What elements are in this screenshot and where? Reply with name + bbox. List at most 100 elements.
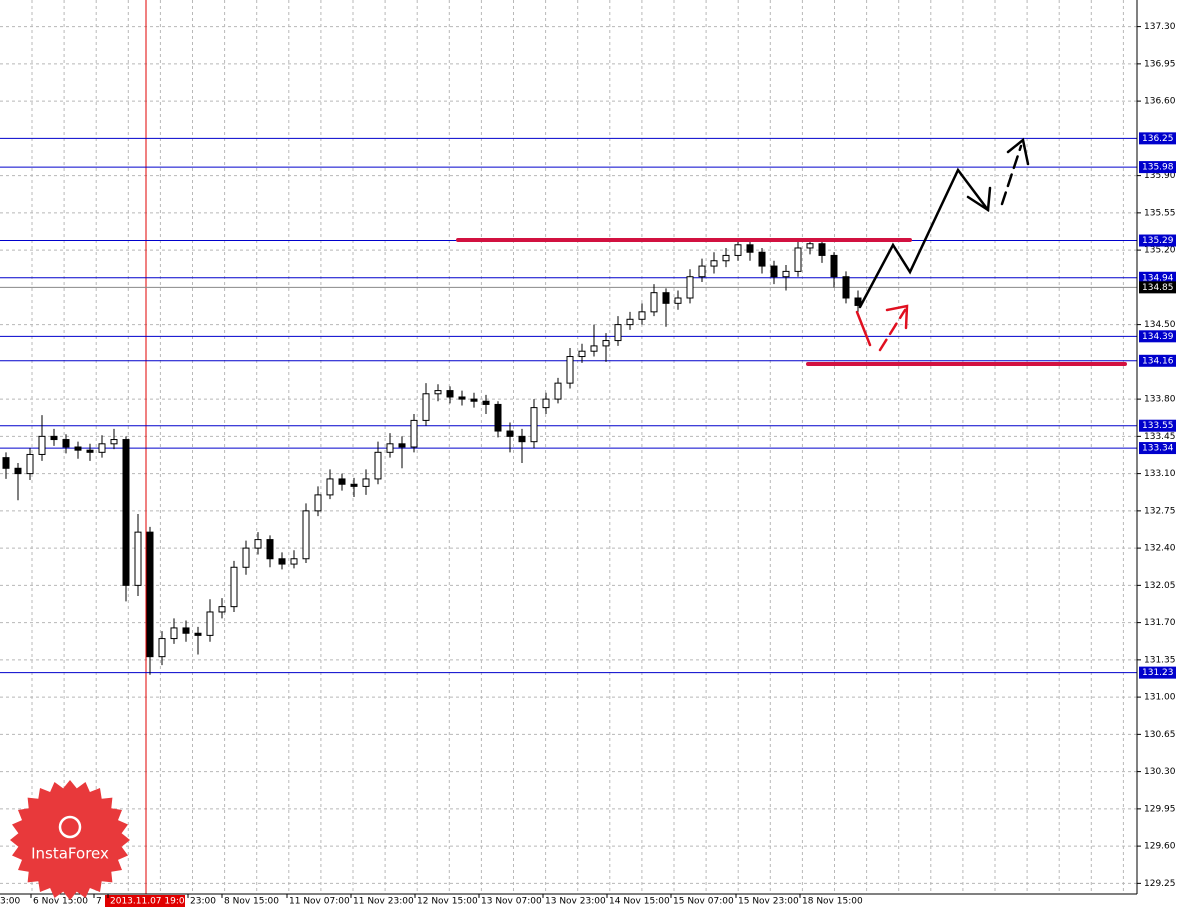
- candle-body: [170, 627, 178, 640]
- candle-body: [434, 390, 442, 395]
- current-price-label: 134.85: [1142, 283, 1174, 293]
- forecast-dashed: [1000, 144, 1023, 206]
- candle-body: [626, 318, 634, 326]
- alt-path: [855, 310, 872, 347]
- candle-body: [398, 443, 406, 448]
- y-tick-label: 132.75: [1144, 506, 1176, 516]
- candle-body: [374, 451, 382, 480]
- candle-body: [506, 430, 514, 437]
- candle-body: [314, 494, 322, 512]
- level-label: 135.98: [1142, 163, 1174, 173]
- y-tick-label: 130.30: [1144, 767, 1176, 777]
- candle-body: [830, 254, 838, 278]
- y-tick-label: 136.60: [1144, 97, 1176, 107]
- y-tick-label: 135.55: [1144, 208, 1176, 218]
- candle-body: [50, 435, 58, 441]
- candle-body: [674, 297, 682, 304]
- candle-body: [86, 449, 94, 453]
- candle-body: [770, 265, 778, 278]
- candle-body: [542, 398, 550, 409]
- candle-body: [98, 443, 106, 453]
- level-label-bg: [1139, 442, 1176, 455]
- level-label-bg: [1139, 419, 1176, 432]
- level-label: 136.25: [1142, 134, 1174, 144]
- candle-body: [734, 244, 742, 256]
- candle-body: [278, 558, 286, 565]
- candle-body: [242, 547, 250, 568]
- candle-body: [686, 276, 694, 299]
- cursor-label-bg: [105, 895, 185, 907]
- candle-body: [530, 407, 538, 443]
- candle-body: [62, 439, 70, 448]
- level-label-bg: [1139, 234, 1176, 247]
- x-tick-label: 23:00: [190, 897, 216, 907]
- candle-body: [362, 478, 370, 487]
- candle-body: [518, 435, 526, 443]
- candle-body: [386, 443, 394, 453]
- level-label: 134.16: [1142, 356, 1174, 366]
- x-tick-label: 3:00: [0, 897, 20, 907]
- candle-body: [458, 396, 466, 400]
- x-tick-label: 13 Nov 23:00: [545, 897, 606, 907]
- y-tick-label: 133.45: [1144, 432, 1176, 442]
- candle-body: [338, 478, 346, 485]
- x-tick-label: 2013.11.07 19:00: [110, 897, 191, 907]
- level-label-bg: [1139, 132, 1176, 145]
- level-label-bg: [1139, 330, 1176, 343]
- candle-body: [302, 510, 310, 560]
- x-tick-label: 15 Nov 23:00: [738, 897, 799, 907]
- y-tick-label: 133.10: [1144, 469, 1176, 479]
- level-label: 131.23: [1142, 668, 1174, 678]
- levels: [0, 137, 1137, 674]
- candle-body: [410, 419, 418, 448]
- logo-badge: [10, 780, 130, 900]
- candle-body: [698, 265, 706, 278]
- candle-body: [350, 483, 358, 487]
- y-tick-label: 135.20: [1144, 246, 1176, 256]
- candle-body: [182, 627, 190, 634]
- arrow-head: [885, 304, 909, 330]
- candle-body: [578, 350, 586, 358]
- candle-body: [710, 260, 718, 267]
- ticks: 137.30 136.95 136.60 135.90 135.55 135.20 134.…: [0, 22, 1176, 907]
- candle-body: [722, 254, 730, 262]
- logo: InstaForex: [10, 780, 130, 900]
- level-label-bg: [1139, 666, 1176, 679]
- grid: [0, 0, 1137, 894]
- candle-body: [26, 453, 34, 475]
- x-tick-label: 12 Nov 15:00: [417, 897, 478, 907]
- y-tick-label: 134.50: [1144, 320, 1176, 330]
- candle-body: [566, 356, 574, 384]
- candle-body: [818, 243, 826, 256]
- candle-body: [218, 606, 226, 613]
- x-tick-label: 8 Nov 15:00: [224, 897, 279, 907]
- candle-body: [422, 393, 430, 421]
- x-tick-label: 7: [96, 897, 102, 907]
- candle-body: [326, 478, 334, 496]
- level-label: 133.34: [1142, 444, 1174, 454]
- level-label-bg: [1139, 354, 1176, 367]
- candle-body: [482, 400, 490, 405]
- arrow-head: [1006, 137, 1030, 166]
- y-tick-label: 131.70: [1144, 618, 1176, 628]
- forecast-path: [858, 167, 990, 309]
- candle-body: [794, 247, 802, 272]
- candle-body: [254, 539, 262, 549]
- candle-body: [38, 435, 46, 455]
- candle-body: [494, 403, 502, 432]
- candle-body: [638, 311, 646, 320]
- y-tick-label: 132.05: [1144, 581, 1176, 591]
- x-tick-label: 11 Nov 07:00: [289, 897, 350, 907]
- level-label: 134.94: [1142, 273, 1174, 283]
- x-tick-label: 13 Nov 07:00: [481, 897, 542, 907]
- candle-body: [110, 439, 118, 445]
- candle-body: [746, 244, 754, 253]
- candle-body: [122, 439, 130, 586]
- candle-body: [134, 531, 142, 586]
- forecast-drawing: [456, 137, 1127, 366]
- y-tick-label: 129.25: [1144, 879, 1176, 889]
- level-label: 135.29: [1142, 236, 1174, 246]
- candle-body: [662, 292, 670, 304]
- y-tick-label: 132.40: [1144, 544, 1176, 554]
